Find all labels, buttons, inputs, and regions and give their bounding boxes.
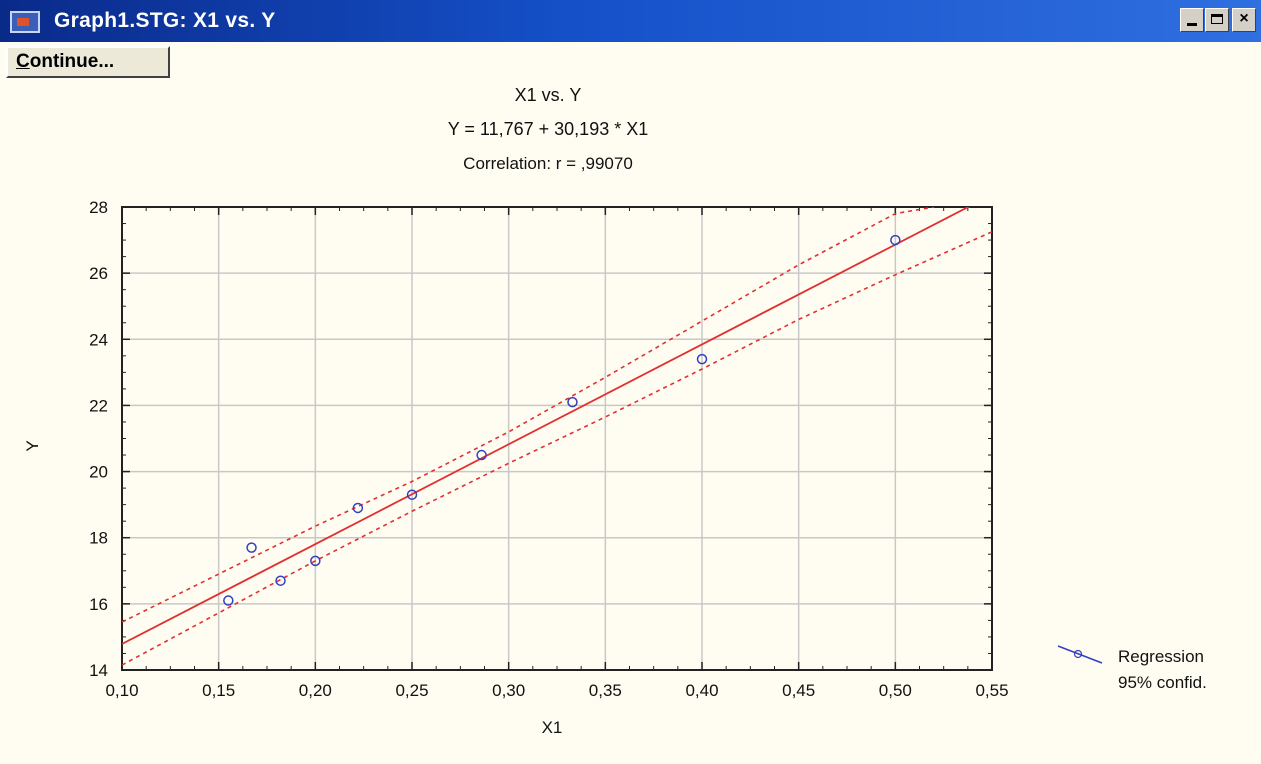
continue-label: ontinue... (29, 51, 115, 72)
confidence-band-upper (122, 207, 935, 623)
data-point (352, 502, 364, 514)
y-tick-label: 22 (89, 396, 108, 415)
x-tick-label: 0,40 (685, 681, 718, 700)
continue-hotkey-letter: C (16, 51, 30, 72)
series-layer (122, 207, 992, 666)
grid-lines (122, 207, 992, 670)
chart-title: X1 vs. Y (515, 85, 582, 105)
legend-entry-confidence: 95% confid. (1118, 673, 1207, 692)
graph-window-icon[interactable] (10, 11, 40, 33)
title-bar: Graph1.STG: X1 vs. Y × (0, 0, 1261, 42)
x-tick-label: 0,10 (105, 681, 138, 700)
y-tick-label: 28 (89, 198, 108, 217)
confidence-band-lower (122, 231, 992, 666)
legend-entry-regression: Regression (1118, 647, 1204, 666)
regression-equation: Y = 11,767 + 30,193 * X1 (448, 119, 649, 139)
maximize-button[interactable] (1205, 8, 1229, 32)
close-button[interactable]: × (1232, 8, 1256, 32)
continue-button[interactable]: Continue... (6, 46, 170, 78)
data-point (310, 555, 321, 567)
data-point (275, 575, 286, 586)
x-tick-label: 0,25 (395, 681, 428, 700)
legend-regression-swatch (1057, 645, 1103, 664)
y-tick-label: 24 (89, 330, 108, 349)
data-point (223, 595, 234, 606)
data-point (567, 396, 578, 408)
maximize-icon (1211, 14, 1223, 24)
minimize-button[interactable] (1180, 8, 1204, 32)
plot-area-frame (121, 206, 993, 671)
y-axis-label: Y (23, 440, 42, 451)
x-tick-label: 0,30 (492, 681, 525, 700)
correlation-text: Correlation: r = ,99070 (463, 154, 633, 173)
window-title: Graph1.STG: X1 vs. Y (54, 9, 276, 32)
legend-point-swatch (1073, 649, 1083, 659)
x-tick-label: 0,20 (299, 681, 332, 700)
y-tick-label: 14 (89, 661, 108, 680)
y-tick-label: 16 (89, 595, 108, 614)
regression-chart: 0,10 0,15 0,20 0,25 0,30 0,35 0,40 0,45 0,50 0,55… (23, 85, 1207, 737)
x-tick-label: 0,45 (782, 681, 815, 700)
axis-ticks: 0,10 0,15 0,20 0,25 0,30 0,35 0,40 0,45 0,50 0,55… (89, 198, 1008, 700)
y-tick-label: 20 (89, 463, 108, 482)
data-points (223, 234, 901, 606)
regression-line (122, 207, 971, 645)
x-tick-label: 0,15 (202, 681, 235, 700)
data-point (696, 353, 708, 365)
x-axis-label: X1 (542, 718, 563, 737)
x-tick-label: 0,50 (879, 681, 912, 700)
legend: Regression 95% confid. (1057, 645, 1207, 692)
y-tick-label: 18 (89, 529, 108, 548)
x-tick-label: 0,35 (589, 681, 622, 700)
minimize-icon (1187, 23, 1197, 26)
data-point (890, 234, 901, 246)
y-tick-label: 26 (89, 264, 108, 283)
data-point (406, 489, 418, 500)
x-tick-label: 0,55 (975, 681, 1008, 700)
data-point (246, 542, 257, 553)
close-icon: × (1239, 10, 1249, 27)
data-point (476, 449, 487, 461)
